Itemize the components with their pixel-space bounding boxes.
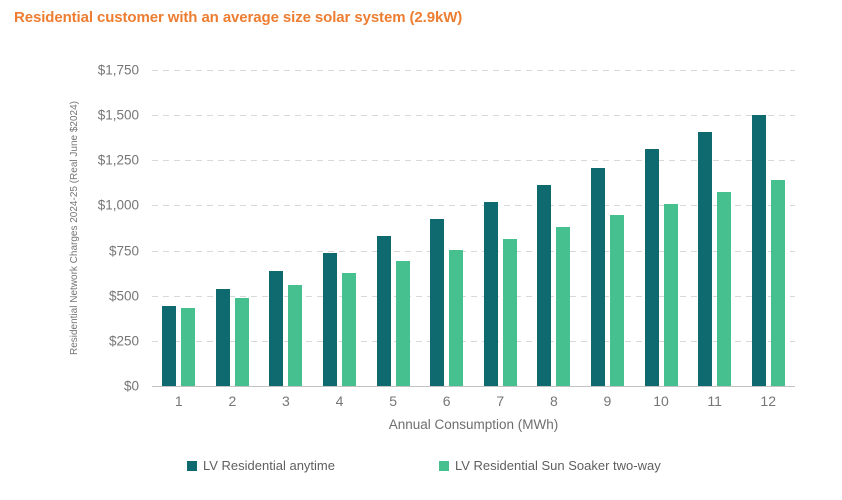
y-tick-label: $1,000 [97,197,139,213]
x-tick-label: 10 [653,393,669,409]
bar-s2-c1 [181,308,196,386]
gridline [152,160,795,162]
legend-item-anytime: LV Residential anytime [187,458,335,473]
legend-label-anytime: LV Residential anytime [203,458,335,473]
legend: LV Residential anytime LV Residential Su… [152,458,795,473]
bar-s1-c4 [323,253,338,386]
legend-item-sun-soaker: LV Residential Sun Soaker two-way [439,458,661,473]
x-tick-label: 8 [549,393,558,409]
bar-s2-c3 [288,284,303,386]
bar-s2-c5 [395,261,410,386]
bar-s2-c2 [234,297,249,386]
y-tick-label: $1,250 [97,152,139,168]
bar-s1-c8 [537,184,552,386]
y-tick-label: $1,750 [97,62,139,78]
bar-s1-c11 [698,132,713,386]
bar-s1-c10 [644,149,659,386]
bar-s2-c9 [609,215,624,386]
x-tick-label: 5 [389,393,398,409]
bar-s1-c12 [751,115,766,386]
gridline [152,250,795,252]
x-tick-label: 9 [603,393,612,409]
bar-s1-c7 [483,201,498,386]
legend-swatch-anytime-icon [187,460,197,471]
y-tick-label: $250 [108,333,139,349]
bar-s2-c7 [502,238,517,386]
bar-s2-c12 [770,180,785,386]
x-tick-label: 11 [707,393,722,409]
y-tick-label: $0 [123,378,139,394]
gridline [152,115,795,117]
x-tick-label: 7 [496,393,505,409]
bar-s2-c8 [556,227,571,386]
x-tick-label: 6 [442,393,451,409]
y-tick-label: $500 [108,288,139,304]
y-tick-label: $750 [108,243,139,259]
bar-s1-c5 [376,236,391,386]
gridline [152,205,795,207]
chart-title: Residential customer with an average siz… [14,9,463,26]
bar-s1-c6 [430,218,445,386]
plot-area: $0 $250 $500 $750 $1,000 $1,250 $1,500 $1,750 1 2… [98,63,795,409]
bar-s1-c9 [590,167,605,386]
gridline [152,295,795,297]
x-tick-label: 2 [228,393,237,409]
bar-s1-c3 [269,271,284,386]
y-axis-title: Residential Network Charges 2024-25 (Rea… [69,100,80,356]
y-tick-label: $1,500 [97,107,139,123]
gridline [152,340,795,342]
bar-s2-c10 [663,203,678,386]
x-tick-label: 12 [760,393,776,409]
bar-s2-c6 [449,249,464,386]
legend-label-sun-soaker: LV Residential Sun Soaker two-way [455,458,661,473]
x-tick-label: 3 [282,393,290,409]
bar-s1-c2 [215,288,230,386]
x-tick-label: 4 [335,393,344,409]
bar-s1-c1 [162,305,177,386]
legend-swatch-sun-soaker-icon [439,460,449,471]
x-tick-label: 1 [174,393,183,409]
bar-s2-c4 [342,273,357,386]
bar-s2-c11 [717,191,732,386]
x-axis-title: Annual Consumption (MWh) [388,417,559,432]
gridline [152,70,795,71]
